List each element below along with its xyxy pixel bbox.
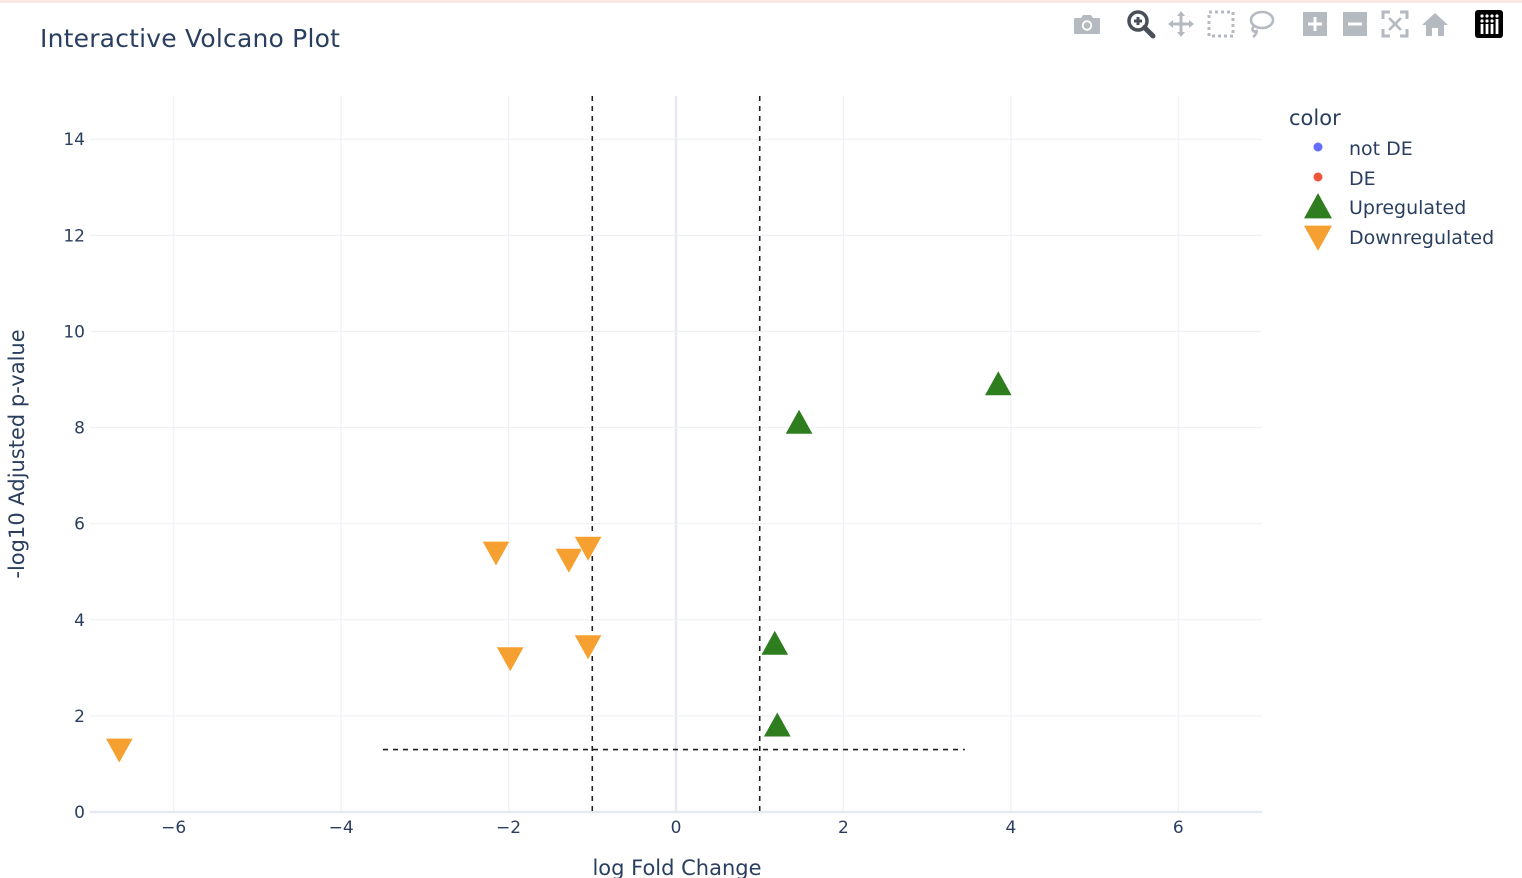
x-tick-label: −4 [329, 818, 354, 838]
zoom-out-icon[interactable] [1338, 7, 1372, 41]
downregulated-marker[interactable] [481, 540, 511, 568]
legend-label: Downregulated [1349, 227, 1494, 249]
grid-lines [90, 96, 1262, 814]
downregulated-marker[interactable] [104, 737, 134, 765]
plotly-logo-icon[interactable] [1472, 7, 1506, 41]
y-axis-title: -log10 Adjusted p-value [5, 329, 29, 578]
y-tick-label: 10 [63, 322, 85, 342]
x-tick-label: 2 [838, 818, 849, 838]
legend-label: not DE [1349, 138, 1413, 160]
y-tick-label: 0 [74, 803, 85, 823]
legend-label: DE [1349, 168, 1376, 190]
top-accent-bar [0, 0, 1522, 3]
x-axis-title: log Fold Change [592, 856, 761, 878]
legend-item[interactable]: DE [1313, 168, 1376, 190]
modebar [1070, 6, 1512, 42]
upregulated-marker[interactable] [762, 710, 792, 738]
threshold-lines [383, 96, 965, 812]
y-tick-label: 6 [74, 515, 85, 535]
downregulated-marker[interactable] [495, 646, 525, 673]
x-tick-label: −6 [161, 818, 186, 838]
y-tick-label: 8 [74, 419, 85, 439]
lasso-select-icon[interactable] [1244, 7, 1278, 41]
legend-title: color [1289, 106, 1341, 130]
zoom-icon[interactable] [1124, 7, 1158, 41]
legend-marker-circle [1313, 142, 1323, 152]
downregulated-marker[interactable] [554, 547, 584, 575]
y-tick-label: 4 [74, 611, 85, 631]
legend-item[interactable]: Downregulated [1304, 225, 1494, 251]
x-tick-label: 6 [1173, 818, 1184, 838]
y-tick-label: 2 [74, 707, 85, 727]
autoscale-icon[interactable] [1378, 7, 1412, 41]
legend-item[interactable]: not DE [1313, 138, 1413, 160]
downregulated-marker[interactable] [573, 634, 603, 661]
pan-icon[interactable] [1164, 7, 1198, 41]
legend-marker-down [1304, 225, 1332, 251]
y-tick-label: 12 [63, 226, 85, 246]
y-tick-label: 14 [63, 130, 85, 150]
legend-marker-up [1304, 193, 1332, 219]
box-select-icon[interactable] [1204, 7, 1238, 41]
downregulated-marker[interactable] [573, 535, 603, 563]
reset-axes-icon[interactable] [1418, 7, 1452, 41]
legend-item[interactable]: Upregulated [1304, 193, 1466, 219]
x-tick-label: 0 [671, 818, 682, 838]
chart-title: Interactive Volcano Plot [40, 24, 341, 53]
upregulated-marker[interactable] [784, 408, 814, 435]
legend[interactable]: color not DE DE Upregulated Downregulated [1289, 106, 1494, 251]
camera-icon[interactable] [1070, 7, 1104, 41]
data-markers[interactable] [104, 369, 1013, 765]
legend-marker-circle [1313, 172, 1323, 182]
tick-labels: −6 −4 −2 0 2 4 6 0 2 4 6 8 10 12 14 [63, 130, 1183, 838]
legend-label: Upregulated [1349, 197, 1466, 219]
x-tick-label: 4 [1005, 818, 1016, 838]
upregulated-marker[interactable] [983, 369, 1013, 397]
zoom-in-icon[interactable] [1298, 7, 1332, 41]
x-tick-label: −2 [496, 818, 521, 838]
upregulated-marker[interactable] [760, 629, 790, 656]
